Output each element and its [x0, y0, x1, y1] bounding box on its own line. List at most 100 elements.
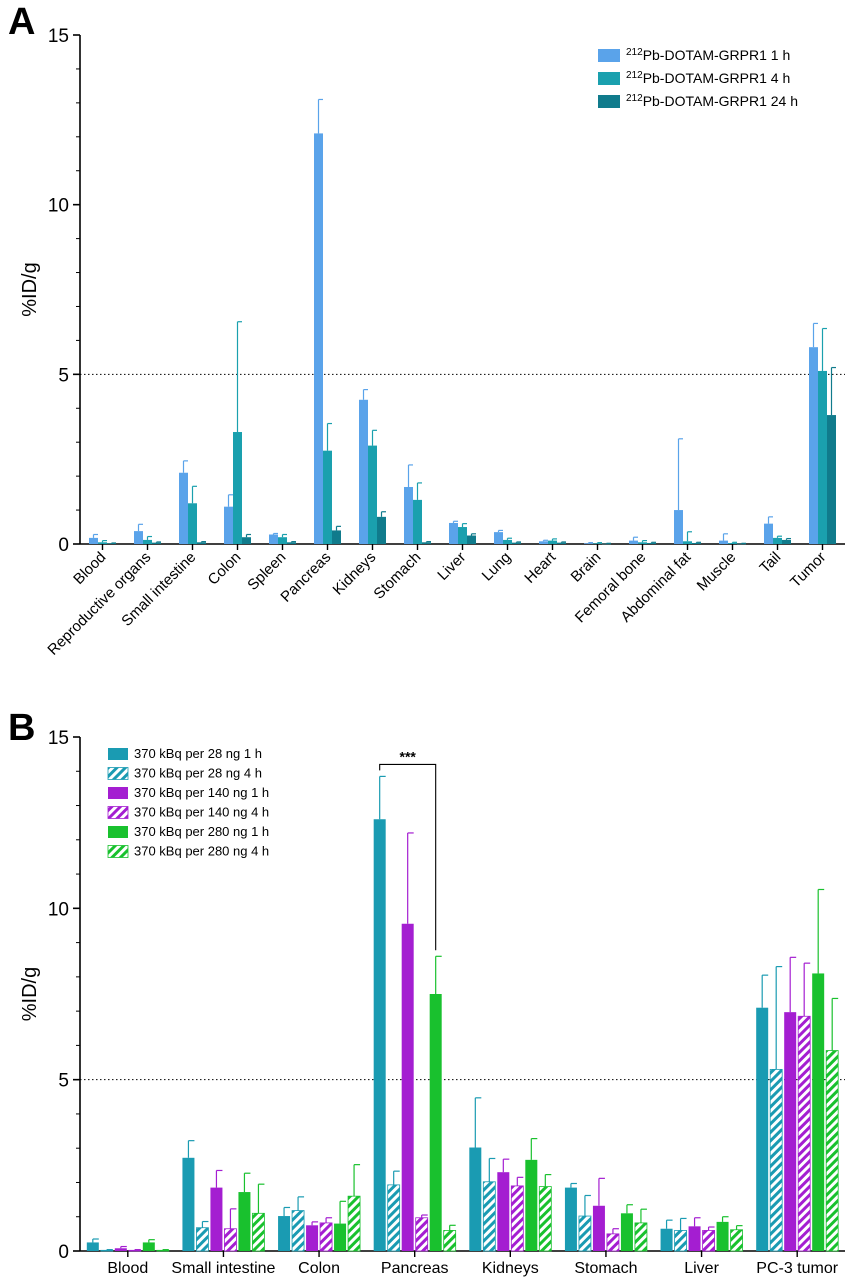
x-tick-label: Blood: [107, 1260, 148, 1277]
bar: [323, 450, 332, 544]
y-axis-label: %ID/g: [19, 262, 41, 316]
legend-label: 370 kBq per 280 ng 4 h: [134, 844, 269, 859]
bar: [196, 1227, 209, 1252]
bar: [89, 537, 98, 544]
bar: [278, 1216, 291, 1251]
bar: [86, 1242, 99, 1251]
panel-label: B: [8, 707, 35, 749]
bar: [812, 973, 825, 1251]
bar: [620, 1213, 633, 1251]
y-tick-label: 5: [58, 1071, 69, 1092]
bar: [143, 539, 152, 544]
bar: [592, 1205, 605, 1251]
legend-swatch: [107, 806, 129, 819]
bar: [564, 1187, 577, 1251]
bar: [683, 541, 692, 544]
bar: [784, 1012, 797, 1251]
legend-label: 370 kBq per 280 ng 1 h: [134, 824, 269, 839]
y-tick-label: 15: [48, 728, 69, 749]
bar: [242, 537, 251, 544]
y-tick-label: 5: [58, 365, 69, 386]
bar: [238, 1192, 251, 1251]
bar: [497, 1172, 510, 1251]
bar: [503, 539, 512, 544]
bar: [638, 542, 647, 544]
legend-swatch: [598, 49, 620, 62]
bar: [494, 532, 503, 544]
bar: [401, 923, 414, 1251]
bar: [114, 1248, 127, 1251]
bar: [224, 1228, 237, 1252]
bar: [797, 1015, 811, 1252]
bar: [413, 499, 422, 544]
x-tick-label: Stomach: [370, 549, 424, 603]
bar: [156, 1249, 170, 1252]
bar: [334, 1223, 347, 1251]
bar: [602, 543, 611, 545]
bar: [756, 1007, 769, 1251]
bar: [306, 1225, 319, 1251]
x-tick-label: Kidneys: [482, 1260, 539, 1277]
bar: [773, 537, 782, 544]
bar: [728, 542, 737, 544]
bar: [429, 994, 442, 1251]
bar: [825, 1050, 839, 1252]
bar: [332, 530, 341, 544]
x-tick-label: Blood: [70, 549, 109, 588]
legend-swatch: [598, 72, 620, 85]
bar: [224, 506, 233, 544]
bar: [782, 539, 791, 544]
bar: [538, 1186, 552, 1252]
bar: [314, 133, 323, 544]
y-tick-label: 15: [48, 26, 69, 47]
bar: [730, 1229, 743, 1252]
x-tick-label: Liver: [434, 549, 469, 584]
bar: [287, 542, 296, 544]
bar: [373, 819, 386, 1251]
x-tick-label: Tail: [756, 549, 784, 577]
bar: [818, 370, 827, 544]
bar: [387, 1184, 401, 1252]
panel-label: A: [8, 1, 35, 43]
x-tick-label: Muscle: [694, 549, 740, 595]
bar: [634, 1222, 648, 1252]
bar: [674, 510, 683, 544]
bar: [179, 472, 188, 544]
bar: [606, 1233, 620, 1252]
bar: [269, 534, 278, 544]
legend-swatch: [107, 845, 129, 858]
x-tick-label: Spleen: [244, 549, 289, 594]
bar: [415, 1217, 429, 1252]
x-tick-label: Heart: [521, 548, 560, 587]
bar: [764, 523, 773, 544]
bar: [674, 1230, 687, 1252]
x-tick-label: Brain: [568, 549, 605, 586]
panel-b: B 0 5 10 15 %ID/g Blood Small intestine Colon Pan…: [8, 707, 845, 1277]
y-axis-label: %ID/g: [19, 967, 41, 1021]
bar: [197, 542, 206, 544]
bar: [291, 1210, 305, 1252]
bar: [827, 415, 836, 544]
bar: [688, 1226, 701, 1251]
x-tick-label: Small intestine: [171, 1260, 275, 1277]
bar: [128, 1249, 142, 1252]
legend-swatch: [108, 748, 128, 760]
bar: [629, 540, 638, 544]
legend-swatch: [108, 826, 128, 838]
bar: [548, 540, 557, 544]
legend-superscript: 212: [626, 70, 643, 81]
legend-name: Pb-DOTAM-GRPR1 4 h: [643, 70, 791, 86]
legend-swatch: [107, 767, 129, 780]
bar: [512, 542, 521, 544]
legend-label: 370 kBq per 140 ng 1 h: [134, 785, 269, 800]
x-tick-label: Liver: [684, 1260, 719, 1277]
bar: [692, 542, 701, 544]
bar: [467, 535, 476, 544]
legend-label: 370 kBq per 28 ng 1 h: [134, 746, 262, 761]
bar: [578, 1215, 592, 1252]
legend-swatch: [598, 95, 620, 108]
bar: [422, 542, 431, 544]
legend-label: 212Pb-DOTAM-GRPR1 24 h: [626, 93, 798, 109]
